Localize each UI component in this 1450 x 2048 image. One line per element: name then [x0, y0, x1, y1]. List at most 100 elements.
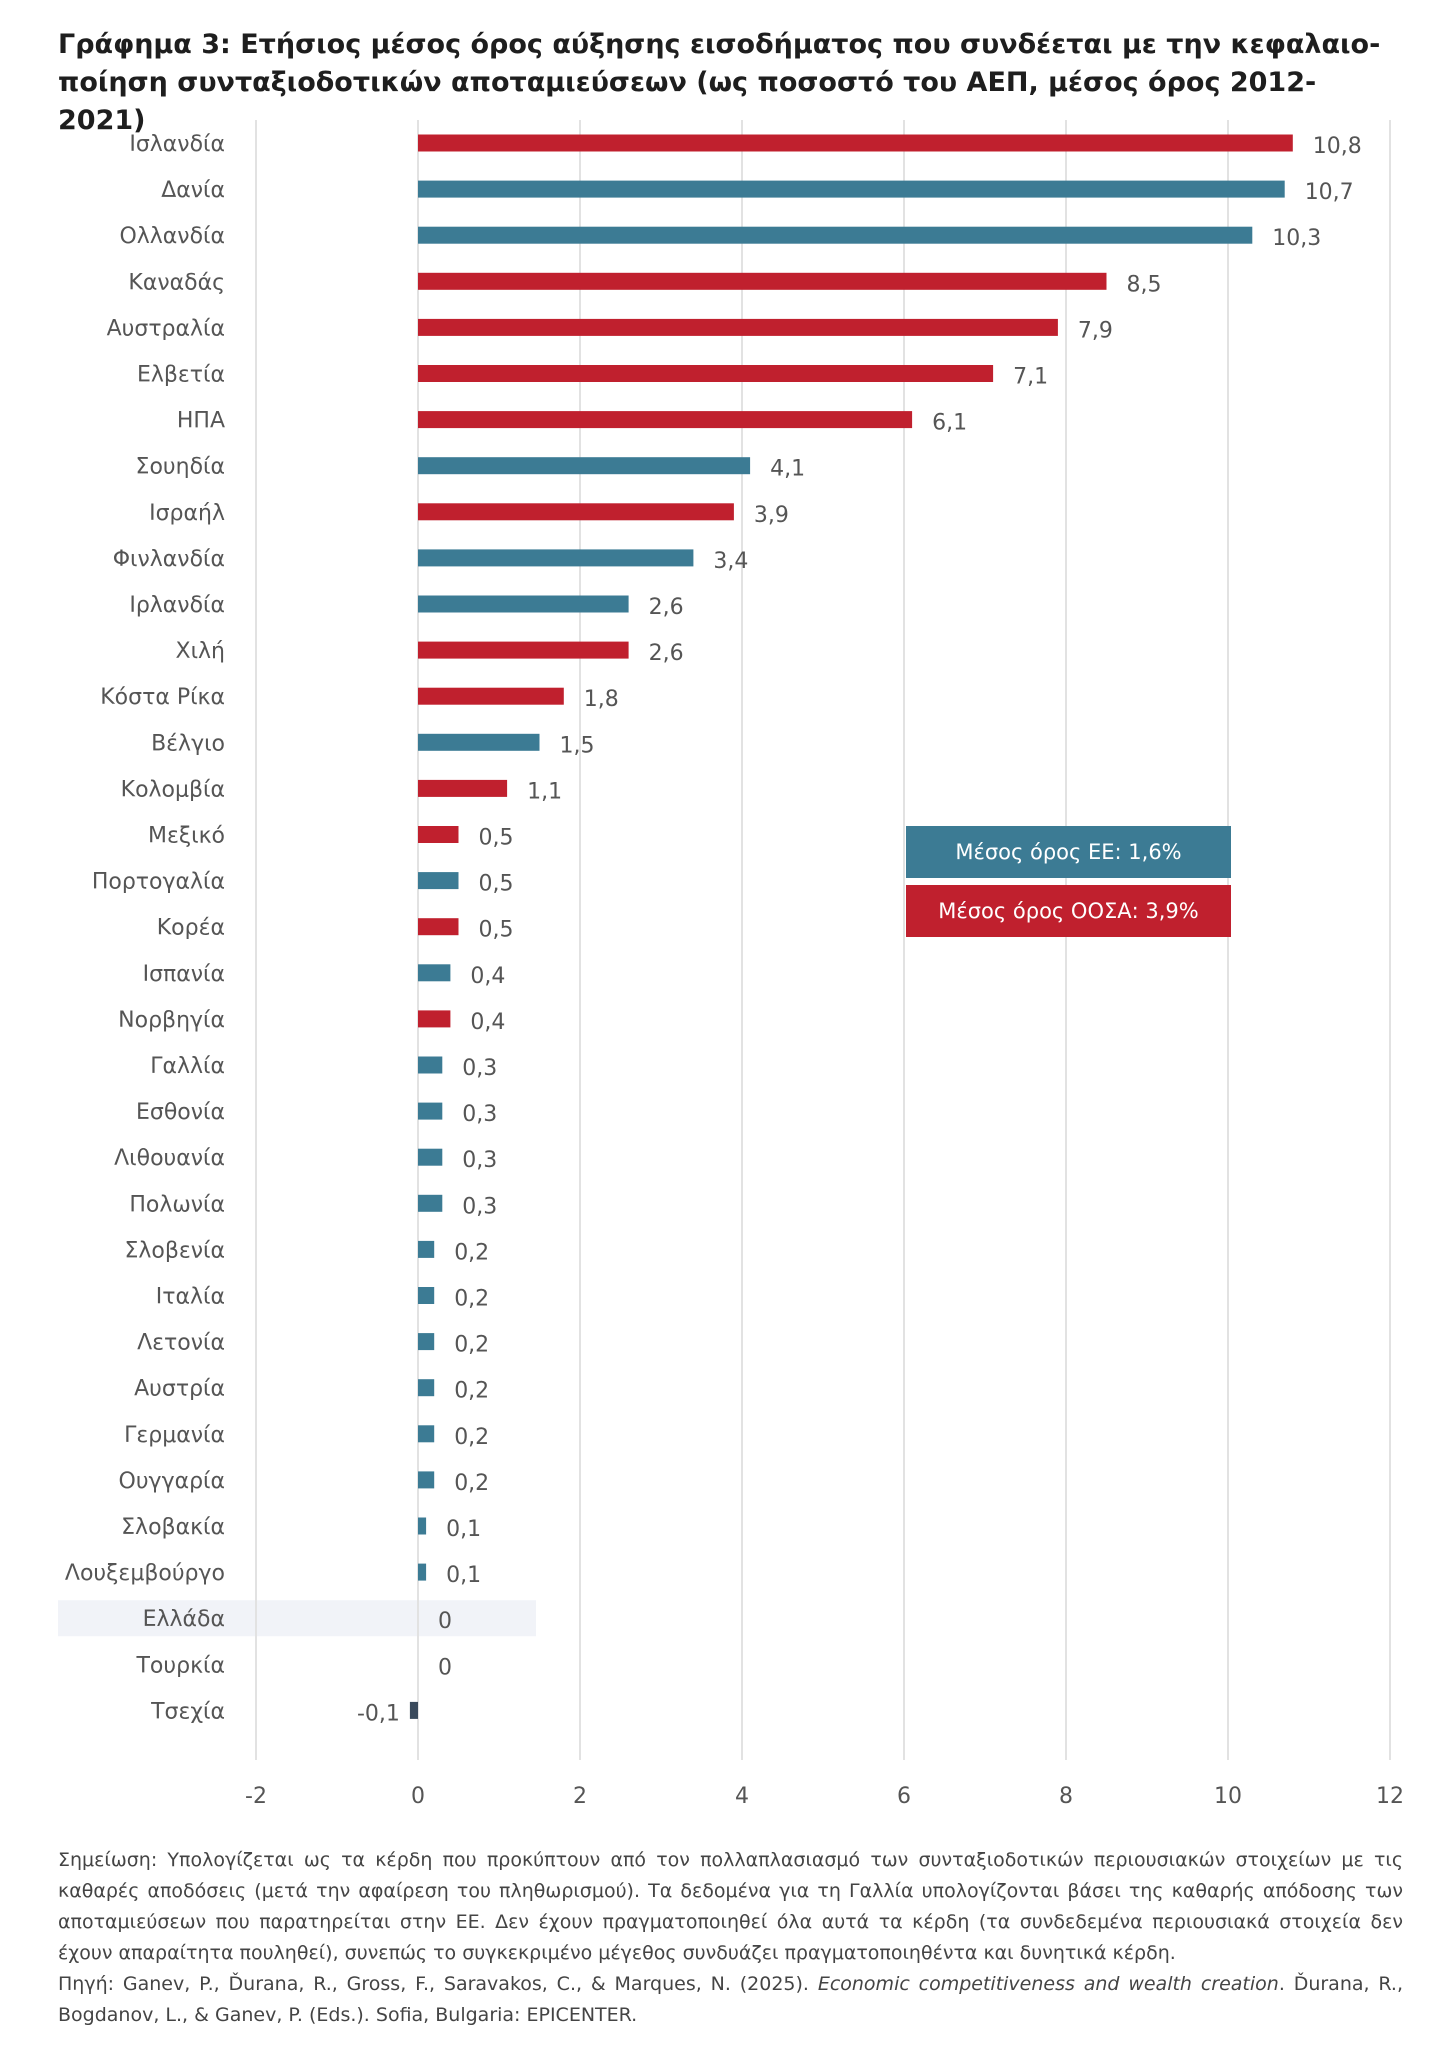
bar	[418, 1471, 435, 1489]
bar	[418, 549, 694, 567]
source-suffix: . Ďurana, R., Bogdanov, L., & Ganev, P. …	[58, 1973, 1404, 2026]
bar	[418, 595, 629, 613]
value-label: 1,8	[584, 687, 619, 712]
bar	[418, 1240, 435, 1258]
value-label: 0,4	[470, 964, 505, 989]
category-label: Ελλάδα	[143, 1607, 225, 1632]
category-label: Σλοβενία	[124, 1238, 225, 1263]
category-label: Τσεχία	[150, 1699, 225, 1724]
category-label: Τουρκία	[135, 1653, 225, 1678]
value-label: 0,3	[462, 1102, 497, 1127]
category-label: Γερμανία	[124, 1423, 225, 1448]
average-label: Μέσος όρος ΕΕ: 1,6%	[955, 840, 1181, 864]
bar	[418, 964, 451, 982]
bar	[418, 457, 751, 475]
bar	[418, 1563, 427, 1581]
category-label: Πολωνία	[129, 1192, 225, 1217]
value-label: 7,9	[1078, 318, 1113, 343]
bar	[418, 180, 1285, 198]
category-label: Φινλανδία	[113, 547, 225, 572]
tick-layer: -2 0 2 4 6 8 10 12	[245, 1784, 1404, 1809]
category-label: Γαλλία	[150, 1054, 225, 1079]
chart-title-line-2: ποίηση συνταξιοδοτικών αποταμιεύσεων (ως…	[58, 67, 1317, 136]
annotation-layer: Μέσος όρος ΕΕ: 1,6% Μέσος όρος ΟΟΣΑ: 3,9%	[906, 826, 1231, 937]
value-label: 0,3	[462, 1056, 497, 1081]
value-label: 0,2	[454, 1425, 489, 1450]
chart-title-line-1: Γράφημα 3: Ετήσιος μέσος όρος αύξησης ει…	[58, 29, 1381, 60]
bar	[418, 365, 994, 382]
value-label: 0	[438, 1609, 452, 1634]
category-label: Κολομβία	[121, 777, 225, 802]
category-label: Λιθουανία	[114, 1146, 225, 1171]
label-layer: Ισλανδία 10,8 Δανία 10,7 Ολλανδία 10,3 Καναδάς…	[65, 132, 1362, 1726]
value-label: 2,6	[649, 641, 684, 666]
bar	[418, 1194, 443, 1212]
source-prefix: Πηγή: Ganev, P., Ďurana, R., Gross, F., …	[58, 1973, 818, 1995]
value-label: 4,1	[770, 457, 805, 482]
highlight-band	[58, 1600, 536, 1637]
value-label: 0	[438, 1655, 452, 1680]
category-label: Σλοβακία	[121, 1515, 225, 1540]
category-label: Ιταλία	[156, 1285, 225, 1310]
category-label: Αυστρία	[134, 1377, 225, 1402]
value-label: 8,5	[1127, 272, 1162, 297]
value-label: 0,2	[454, 1333, 489, 1358]
chart-note: Σημείωση: Υπολογίζεται ως τα κέρδη που π…	[58, 1845, 1403, 2031]
note-text: Σημείωση: Υπολογίζεται ως τα κέρδη που π…	[58, 1849, 1403, 1964]
bar	[418, 1148, 443, 1166]
category-label: Λουξεμβούργο	[65, 1561, 225, 1586]
grid-layer	[255, 120, 1391, 1760]
value-label: 3,4	[713, 549, 748, 574]
value-label: 6,1	[932, 411, 967, 436]
bar	[418, 318, 1058, 336]
value-label: 10,3	[1272, 226, 1321, 251]
bar	[418, 503, 734, 521]
bar	[418, 779, 508, 797]
average-box	[906, 885, 1231, 937]
bar	[418, 1102, 443, 1120]
x-tick-label: 8	[1059, 1784, 1073, 1809]
value-label: 0,2	[454, 1471, 489, 1496]
x-tick-label: 2	[573, 1784, 587, 1809]
x-tick-label: 4	[735, 1784, 749, 1809]
category-label: Καναδάς	[128, 270, 225, 295]
category-label: Κορέα	[157, 916, 225, 941]
value-label: 0,5	[479, 872, 514, 897]
value-label: -0,1	[357, 1701, 400, 1726]
bar	[418, 1517, 427, 1535]
bar	[418, 687, 564, 705]
bar	[418, 272, 1107, 290]
x-tick-label: 0	[411, 1784, 425, 1809]
category-label: Ολλανδία	[119, 224, 225, 249]
category-label: Ισπανία	[143, 962, 225, 987]
bar-chart: Ισλανδία 10,8 Δανία 10,7 Ολλανδία 10,3 Καναδάς…	[58, 120, 1404, 1809]
bar	[418, 641, 629, 659]
bar	[418, 872, 459, 890]
value-label: 7,1	[1013, 365, 1048, 390]
category-label: Ουγγαρία	[119, 1469, 226, 1494]
value-label: 0,2	[454, 1379, 489, 1404]
chart-title: Γράφημα 3: Ετήσιος μέσος όρος αύξησης ει…	[58, 26, 1398, 140]
bar	[418, 134, 1293, 152]
category-label: Εσθονία	[136, 1100, 225, 1125]
bar	[418, 918, 459, 936]
category-label: Σουηδία	[136, 455, 225, 480]
category-label: Μεξικό	[148, 824, 225, 849]
bar	[418, 1010, 451, 1028]
x-tick-label: -2	[245, 1784, 267, 1809]
x-tick-label: 6	[897, 1784, 911, 1809]
bar	[409, 1701, 418, 1719]
value-label: 0,5	[479, 826, 514, 851]
category-label: Αυστραλία	[107, 316, 225, 341]
category-label: Χιλή	[176, 639, 225, 664]
value-label: 0,5	[479, 918, 514, 943]
bar	[418, 1425, 435, 1443]
value-label: 1,1	[527, 779, 562, 804]
highlight-layer	[58, 1600, 536, 1637]
bar-layer	[409, 134, 1293, 1719]
bar	[418, 226, 1253, 244]
category-label: Πορτογαλία	[92, 870, 225, 895]
category-label: Λετονία	[137, 1331, 225, 1356]
category-label: ΗΠΑ	[177, 409, 225, 434]
bar	[418, 1379, 435, 1397]
